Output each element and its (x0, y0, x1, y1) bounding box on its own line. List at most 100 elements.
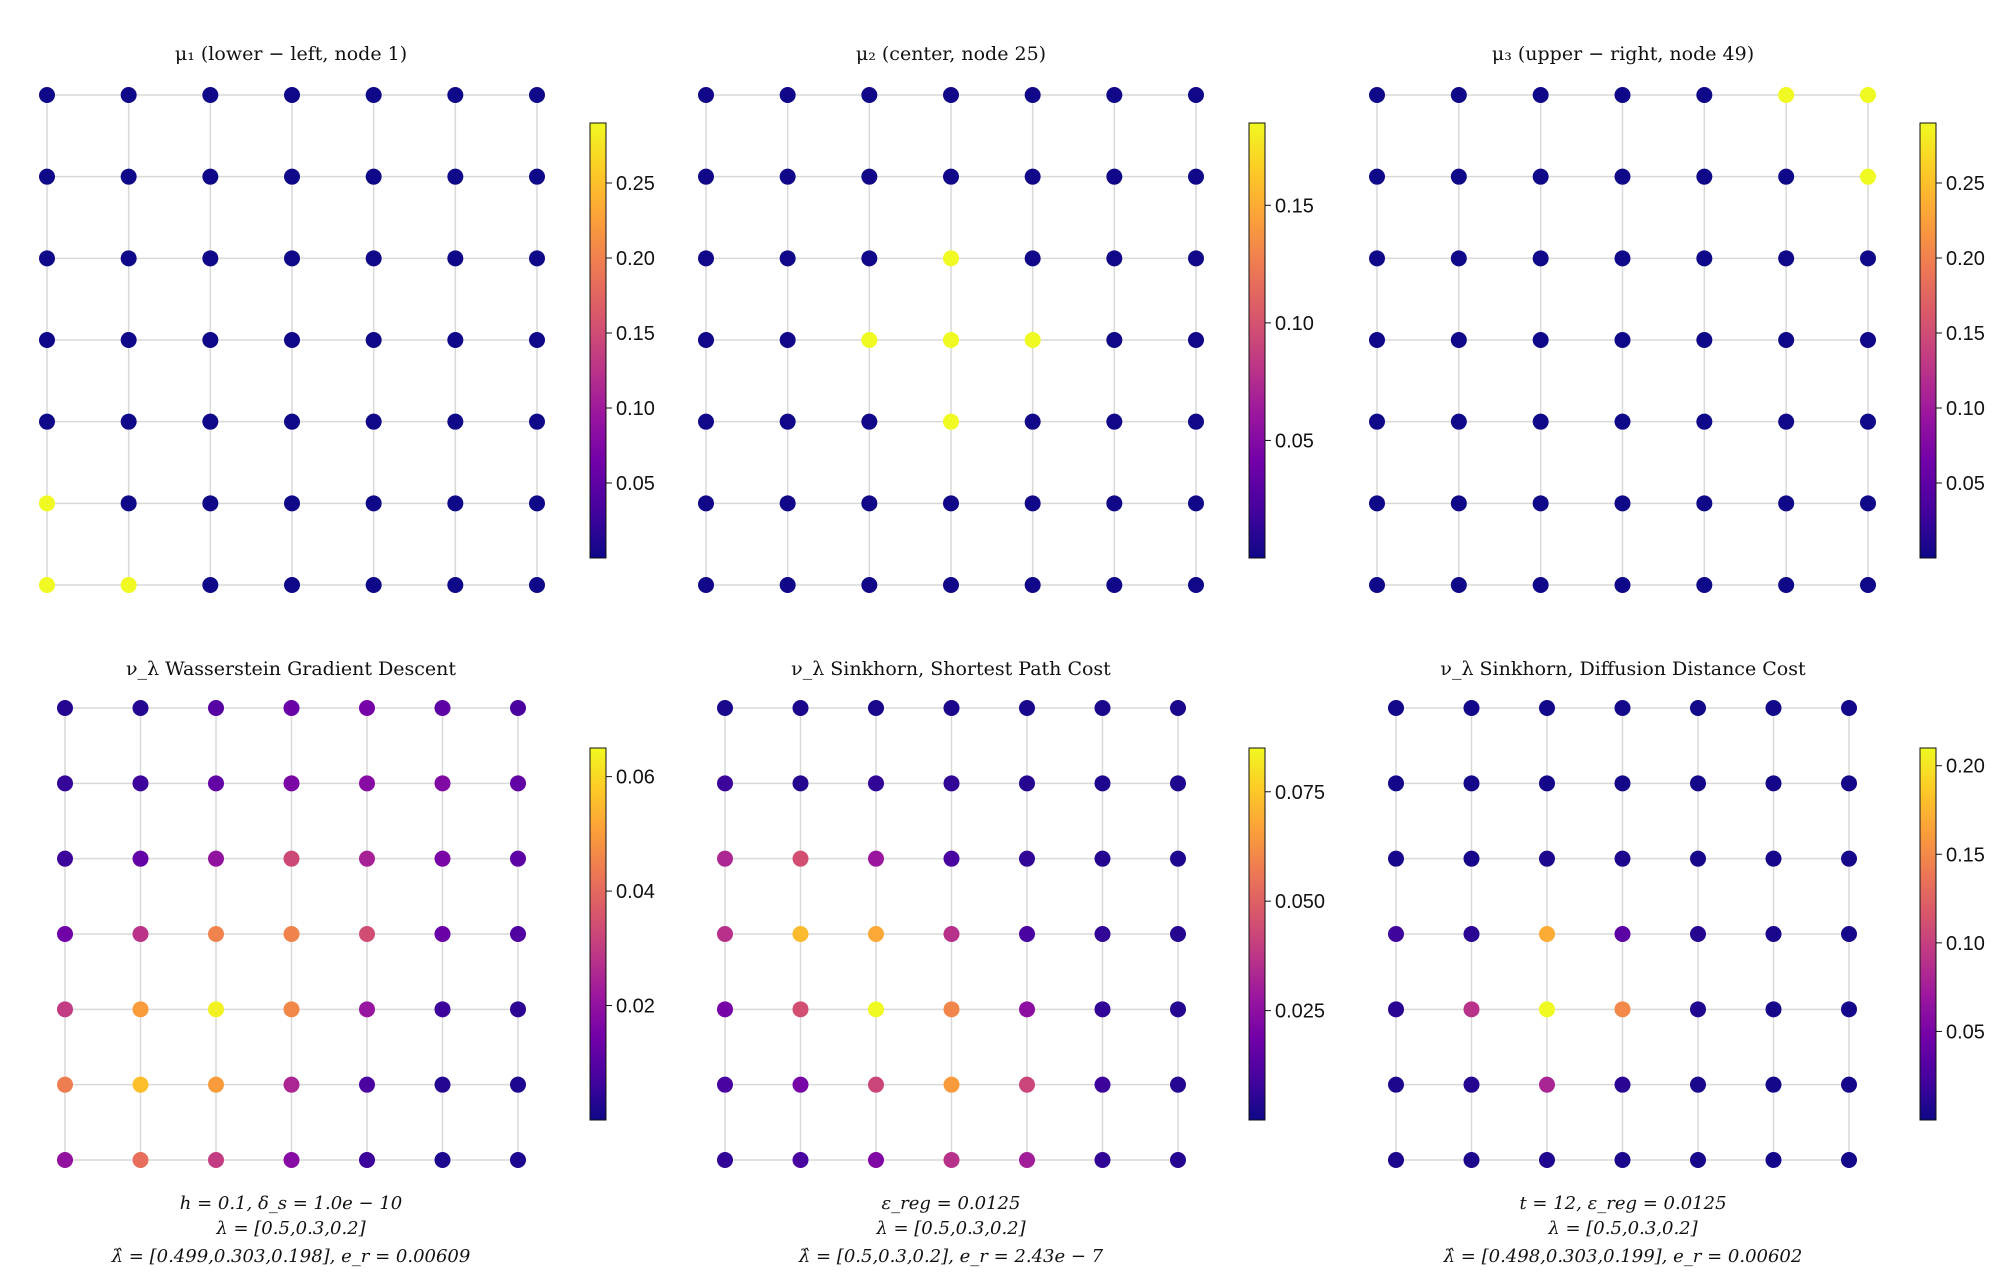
node-marker (1369, 495, 1385, 512)
colorbar: 0.05 0.10 0.15 0.20 (1919, 747, 1985, 1121)
node-marker (132, 1001, 149, 1018)
node-marker (1690, 700, 1706, 716)
node-marker (359, 1152, 375, 1168)
node-marker (510, 1001, 526, 1018)
node-marker (359, 1001, 375, 1018)
node-marker (1450, 250, 1467, 267)
node-marker (1614, 850, 1631, 867)
node-marker (434, 926, 451, 942)
node-marker (1106, 413, 1123, 430)
panel-mu2: μ₂ (center, node 25) 0.05 0.10 0.15 (698, 43, 1314, 593)
node-marker (1696, 495, 1713, 512)
node-marker (1388, 700, 1404, 716)
node-marker (434, 775, 451, 792)
node-marker (1170, 850, 1186, 867)
node-marker (132, 1152, 149, 1168)
node-marker (284, 577, 300, 593)
node-marker (868, 1001, 884, 1018)
node-marker (861, 495, 878, 512)
panel-title: ν_λ Wasserstein Gradient Descent (126, 658, 456, 680)
node-marker (284, 250, 300, 267)
node-marker (943, 850, 960, 867)
node-marker (1170, 1001, 1186, 1018)
node-marker (359, 926, 375, 942)
node-marker (1094, 926, 1111, 942)
node-marker (132, 775, 149, 792)
node-marker (365, 87, 382, 103)
colorbar-bar (589, 122, 607, 559)
param-note-1: h = 0.1, δ_s = 1.0e − 10 (180, 1193, 403, 1214)
node-marker (779, 168, 796, 185)
node-marker (868, 775, 884, 792)
param-note-1: ε_reg = 0.0125 (882, 1193, 1021, 1214)
colorbar-bar (1919, 122, 1937, 559)
node-marker (1188, 577, 1204, 593)
node-marker (1450, 413, 1467, 430)
node-marker (132, 926, 149, 942)
node-marker (447, 413, 464, 430)
node-marker (447, 250, 464, 267)
node-marker (1539, 1152, 1555, 1168)
colorbar: 0.05 0.10 0.15 0.20 0.25 (1919, 122, 1985, 559)
node-marker (359, 775, 375, 792)
node-marker (39, 413, 55, 430)
node-marker (283, 1076, 300, 1093)
node-marker (447, 87, 464, 103)
param-note-3: λ̂ = [0.5,0.3,0.2], e_r = 2.43e − 7 (798, 1246, 1104, 1267)
node-marker (1765, 926, 1782, 942)
node-marker (1170, 1076, 1186, 1093)
param-note-3: λ̂ = [0.499,0.303,0.198], e_r = 0.00609 (111, 1246, 471, 1267)
node-marker (1094, 775, 1111, 792)
node-marker (1188, 168, 1204, 185)
node-marker (698, 87, 714, 103)
node-marker (1841, 1152, 1857, 1168)
node-marker (1765, 775, 1782, 792)
node-marker (1532, 577, 1549, 593)
node-marker (779, 413, 796, 430)
node-marker (529, 250, 545, 267)
node-marker (365, 250, 382, 267)
node-marker (120, 577, 137, 593)
node-marker (1690, 775, 1706, 792)
panel-title: ν_λ Sinkhorn, Shortest Path Cost (791, 658, 1111, 680)
node-marker (1778, 332, 1795, 348)
node-marker (1539, 926, 1555, 942)
node-marker (434, 850, 451, 867)
node-marker (208, 700, 224, 716)
node-marker (365, 577, 382, 593)
node-marker (1860, 413, 1876, 430)
node-marker (1019, 700, 1035, 716)
node-marker (861, 332, 878, 348)
node-marker (1094, 1076, 1111, 1093)
colorbar-tick-label: 0.15 (1946, 844, 1985, 866)
node-marker (698, 250, 714, 267)
colorbar-tick-label: 0.075 (1275, 782, 1325, 804)
node-marker (779, 495, 796, 512)
node-marker (208, 1001, 224, 1018)
node-marker (1170, 1152, 1186, 1168)
node-marker (359, 700, 375, 716)
node-marker (1369, 577, 1385, 593)
node-marker (1860, 495, 1876, 512)
node-marker (861, 413, 878, 430)
node-marker (434, 1076, 451, 1093)
node-marker (943, 168, 959, 185)
param-note-2: λ = [0.5,0.3,0.2] (215, 1218, 366, 1239)
node-marker (1388, 775, 1404, 792)
node-marker (1188, 332, 1204, 348)
node-marker (1019, 775, 1035, 792)
node-marker (1188, 250, 1204, 267)
node-marker (1024, 168, 1041, 185)
node-marker (1188, 413, 1204, 430)
node-marker (510, 700, 526, 716)
node-marker (1614, 495, 1631, 512)
node-marker (1778, 413, 1795, 430)
node-marker (1532, 250, 1549, 267)
node-marker (792, 775, 809, 792)
node-marker (529, 577, 545, 593)
colorbar-tick-label: 0.15 (1275, 195, 1314, 217)
node-marker (283, 1152, 300, 1168)
node-marker (39, 87, 55, 103)
node-marker (717, 1001, 733, 1018)
node-marker (359, 850, 375, 867)
